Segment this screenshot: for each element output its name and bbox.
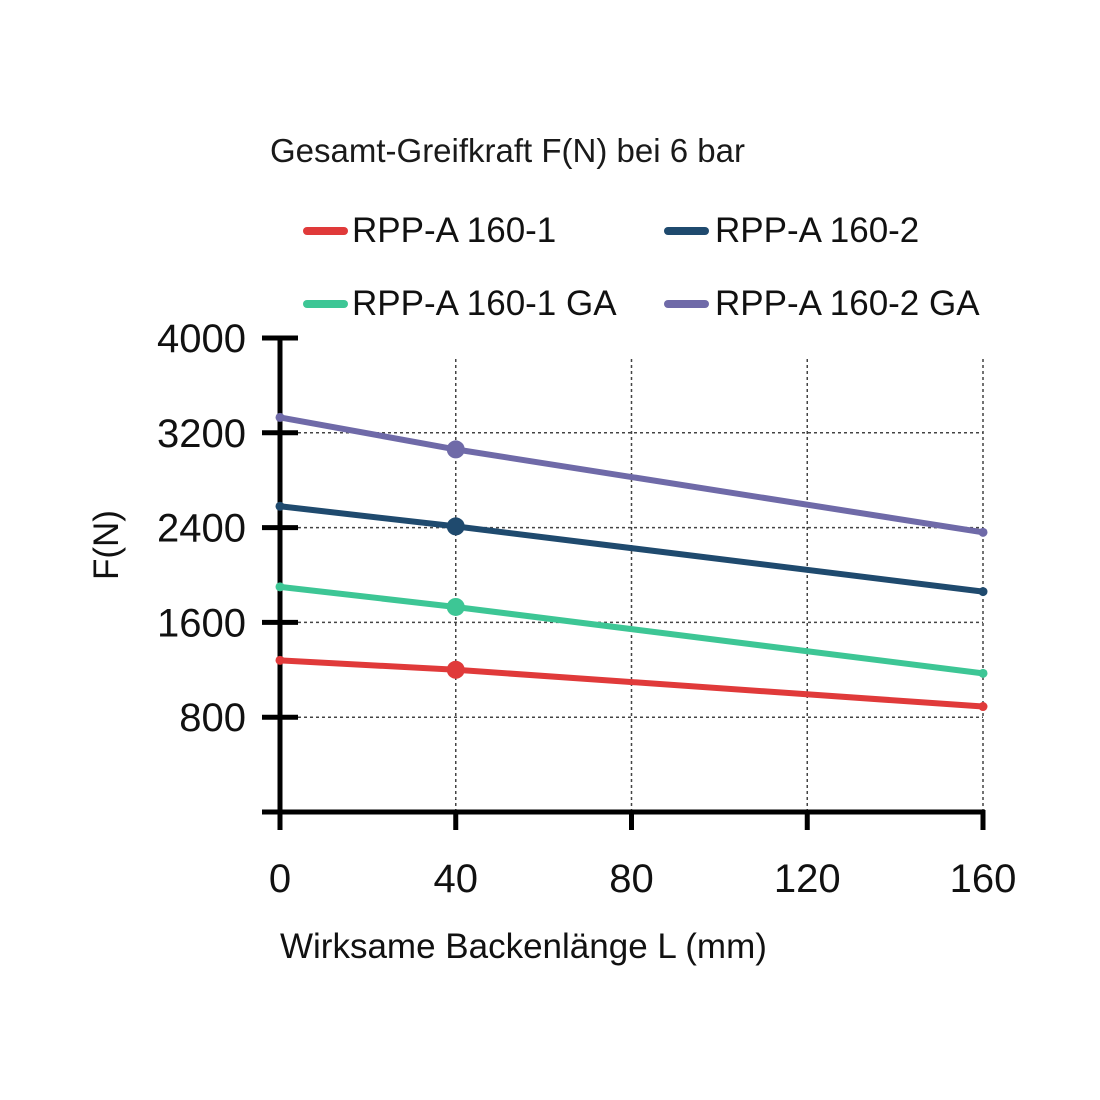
grid: [280, 356, 984, 812]
y-tick-label: 1600: [157, 601, 246, 645]
x-tick-label: 120: [774, 857, 841, 901]
y-tick-label: 3200: [157, 412, 246, 456]
data-point-marker: [446, 660, 465, 679]
x-tick-label: 40: [434, 857, 479, 901]
series-group: [275, 412, 988, 712]
x-axis-title: Wirksame Backenlänge L (mm): [280, 927, 767, 966]
y-tick-label: 800: [179, 696, 246, 740]
data-point: [275, 412, 285, 422]
legend-label-2: RPP-A 160-2: [715, 211, 919, 250]
data-point: [978, 702, 988, 712]
y-axis-title: F(N): [87, 510, 126, 580]
legend: RPP-A 160-1 RPP-A 160-2 RPP-A 160-1 GA RPP-…: [303, 211, 980, 323]
x-tick-label: 80: [609, 857, 654, 901]
data-point-marker: [446, 517, 465, 536]
y-tick-label: 2400: [157, 507, 246, 551]
data-point: [978, 587, 988, 597]
data-point: [275, 501, 285, 511]
data-point: [275, 582, 285, 592]
chart-title: Gesamt-Greifkraft F(N) bei 6 bar: [270, 132, 745, 169]
data-point: [978, 668, 988, 678]
x-tick-label: 0: [269, 857, 291, 901]
data-point-marker: [446, 597, 465, 616]
series-line-2: [277, 503, 986, 595]
legend-label-1: RPP-A 160-1: [352, 211, 556, 250]
y-tick-label: 4000: [157, 317, 246, 361]
x-tick-label: 160: [950, 857, 1017, 901]
legend-label-4: RPP-A 160-2 GA: [715, 284, 980, 323]
axes: 800 1600 2400 3200 4000 0 40 80 120 160: [157, 317, 1016, 901]
data-point: [275, 655, 285, 665]
data-point: [978, 527, 988, 537]
data-point-marker: [446, 440, 465, 459]
legend-label-3: RPP-A 160-1 GA: [352, 284, 617, 323]
